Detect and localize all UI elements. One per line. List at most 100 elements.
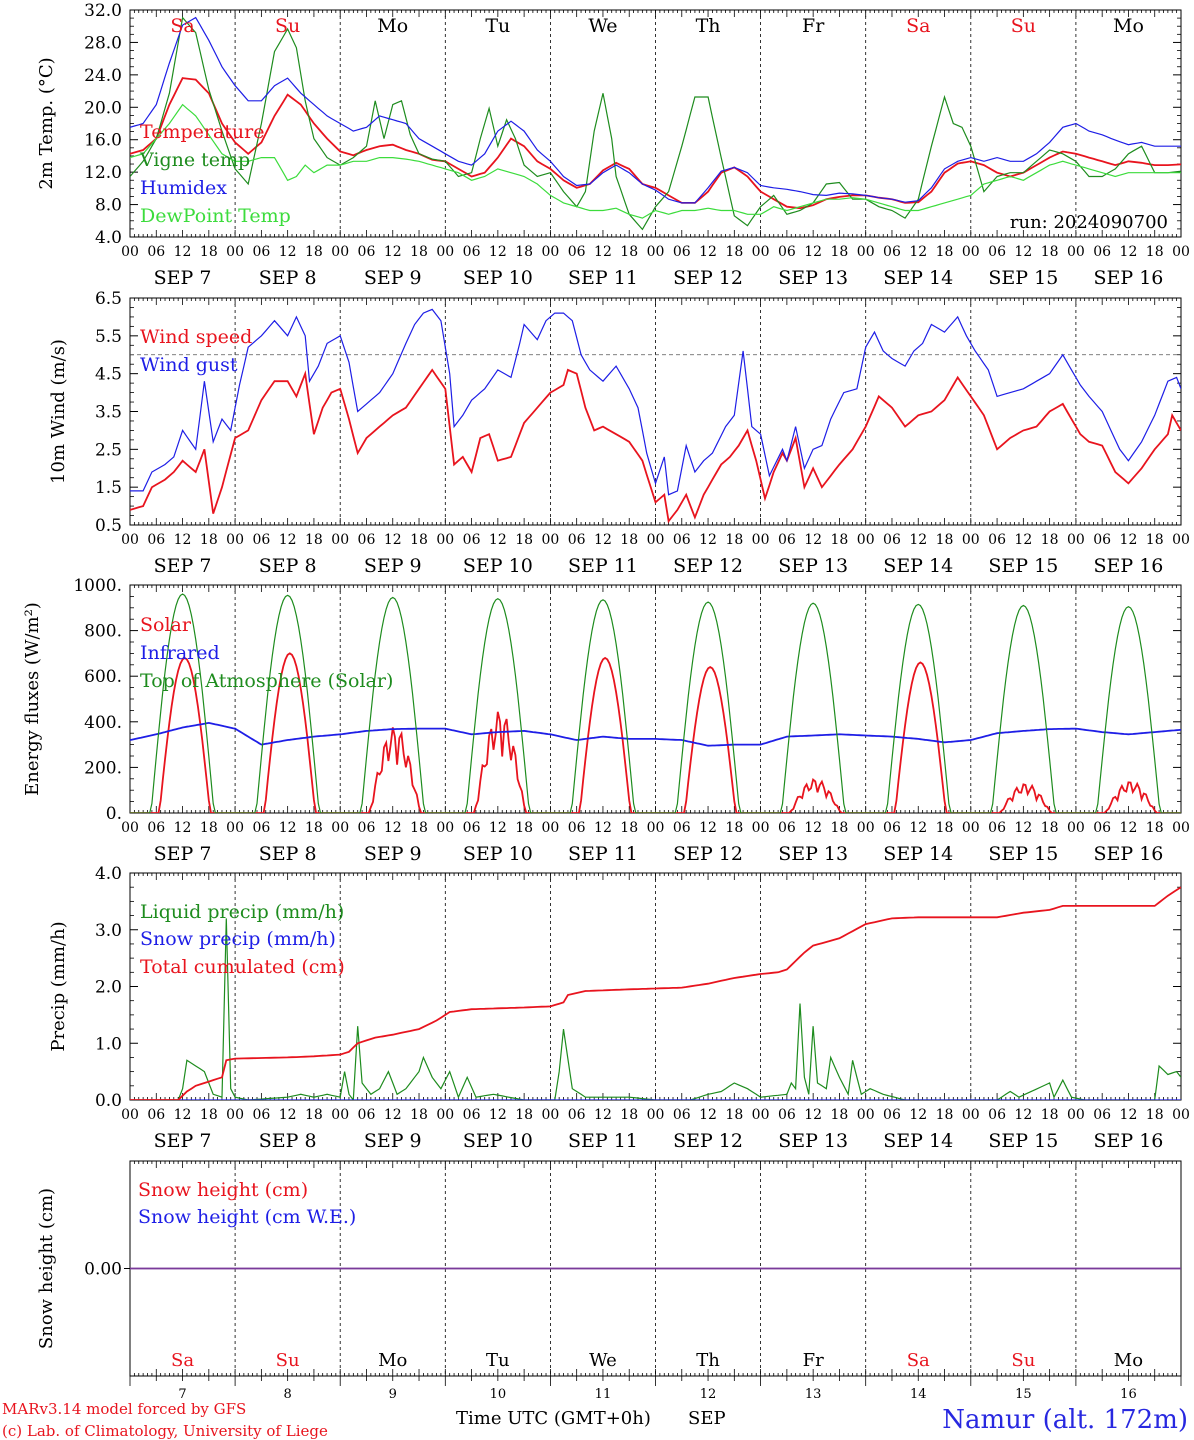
hour-label: 00 xyxy=(647,244,665,260)
date-label: SEP 14 xyxy=(883,1130,953,1152)
day-name-bottom: Fr xyxy=(803,1350,824,1371)
date-label: SEP 8 xyxy=(259,555,317,577)
hour-label: 00 xyxy=(541,532,559,548)
date-label: SEP 7 xyxy=(154,1130,212,1152)
day-name-bottom: Sa xyxy=(907,1350,930,1371)
day-name-bottom: We xyxy=(589,1350,617,1371)
hour-label: 12 xyxy=(384,1107,402,1123)
day-name-bottom: Sa xyxy=(171,1350,194,1371)
date-label: SEP 9 xyxy=(364,267,422,289)
y-tick-label: 2.0 xyxy=(95,978,122,998)
legend-entry: Wind gust xyxy=(140,354,238,376)
y-tick-label: 8.0 xyxy=(95,196,122,216)
day-number: 8 xyxy=(284,1387,292,1402)
y-tick-label: 4.0 xyxy=(95,228,122,248)
date-label: SEP 16 xyxy=(1094,843,1164,865)
date-label: SEP 7 xyxy=(154,555,212,577)
hour-label: 18 xyxy=(831,532,849,548)
series-wind-gust xyxy=(130,308,1181,496)
date-label: SEP 16 xyxy=(1094,555,1164,577)
date-label: SEP 15 xyxy=(988,843,1058,865)
hour-label: 18 xyxy=(200,532,218,548)
y-tick-label: 20.0 xyxy=(84,98,122,118)
date-label: SEP 15 xyxy=(988,555,1058,577)
hour-label: 00 xyxy=(962,244,980,260)
model-credit-line: MARv3.14 model forced by GFS xyxy=(2,1400,246,1418)
hour-label: 00 xyxy=(1067,820,1085,836)
hour-label: 00 xyxy=(121,1107,139,1123)
date-label: SEP 13 xyxy=(778,843,848,865)
hour-label: 06 xyxy=(252,532,270,548)
hour-label: 12 xyxy=(594,1107,612,1123)
hour-label: 12 xyxy=(489,244,507,260)
date-label: SEP 10 xyxy=(463,555,533,577)
date-label: SEP 13 xyxy=(778,555,848,577)
hour-label: 00 xyxy=(752,820,770,836)
hour-label: 18 xyxy=(410,820,428,836)
hour-label: 12 xyxy=(699,244,717,260)
series-wind-speed xyxy=(130,368,1181,524)
hour-label: 00 xyxy=(226,1107,244,1123)
hour-label: 12 xyxy=(384,820,402,836)
hour-label: 06 xyxy=(883,532,901,548)
hour-label: 12 xyxy=(1014,1107,1032,1123)
hour-label: 00 xyxy=(1172,1107,1190,1123)
day-name-bottom: Tu xyxy=(486,1350,510,1371)
date-label: SEP 7 xyxy=(154,267,212,289)
date-label: SEP 9 xyxy=(364,1130,422,1152)
hour-label: 12 xyxy=(804,820,822,836)
day-number: 9 xyxy=(389,1387,397,1402)
series-vigne-temp xyxy=(130,16,1181,231)
series-humidex xyxy=(130,16,1181,204)
day-number: 10 xyxy=(490,1387,507,1402)
hour-label: 18 xyxy=(1041,532,1059,548)
hour-label: 00 xyxy=(752,532,770,548)
hour-label: 12 xyxy=(909,820,927,836)
hour-label: 12 xyxy=(174,1107,192,1123)
day-number: 12 xyxy=(700,1387,717,1402)
date-label: SEP 10 xyxy=(463,1130,533,1152)
hour-label: 06 xyxy=(568,820,586,836)
hour-label: 18 xyxy=(305,532,323,548)
series-infrared xyxy=(130,721,1181,747)
run-label: run: 2024090700 xyxy=(1010,212,1168,233)
date-label: SEP 11 xyxy=(568,555,638,577)
hour-label: 18 xyxy=(1041,244,1059,260)
date-label: SEP 8 xyxy=(259,843,317,865)
hour-label: 12 xyxy=(909,1107,927,1123)
date-label: SEP 13 xyxy=(778,1130,848,1152)
series-solar xyxy=(130,652,1181,813)
hour-label: 06 xyxy=(358,1107,376,1123)
legend-entry: Wind speed xyxy=(140,326,252,348)
hour-label: 18 xyxy=(936,820,954,836)
hour-label: 06 xyxy=(1093,532,1111,548)
y-tick-label: 5.5 xyxy=(95,327,122,347)
y-tick-label: 0.00 xyxy=(84,1260,122,1280)
hour-label: 18 xyxy=(725,820,743,836)
hour-label: 12 xyxy=(804,1107,822,1123)
hour-label: 18 xyxy=(200,244,218,260)
date-label: SEP 14 xyxy=(883,267,953,289)
hour-label: 18 xyxy=(620,532,638,548)
hour-label: 18 xyxy=(515,532,533,548)
hour-label: 06 xyxy=(673,532,691,548)
hour-label: 06 xyxy=(568,532,586,548)
series-top-of-atmosphere-solar- xyxy=(130,593,1181,813)
hour-label: 12 xyxy=(594,532,612,548)
date-label: SEP 14 xyxy=(883,555,953,577)
panel-wind: 0.5 1.5 2.5 3.5 4.5 5.5 6.5 10m Wind (m/s) Wind … xyxy=(48,289,1190,577)
hour-label: 00 xyxy=(541,820,559,836)
date-label: SEP 12 xyxy=(673,555,743,577)
hour-label: 00 xyxy=(121,244,139,260)
hour-label: 18 xyxy=(620,244,638,260)
hour-label: 06 xyxy=(673,820,691,836)
y-tick-label: 6.5 xyxy=(95,289,122,309)
hour-label: 12 xyxy=(699,820,717,836)
hour-label: 18 xyxy=(1146,820,1164,836)
hour-label: 06 xyxy=(252,1107,270,1123)
hour-label: 18 xyxy=(515,244,533,260)
hour-label: 00 xyxy=(331,532,349,548)
hour-label: 12 xyxy=(384,244,402,260)
y-tick-label: 400. xyxy=(84,713,122,733)
